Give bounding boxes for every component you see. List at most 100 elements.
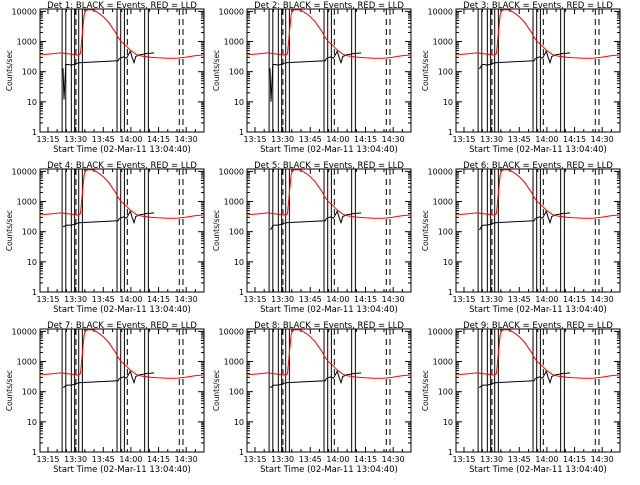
x-axis-label: Start Time (02-Mar-11 13:04:40) <box>469 305 607 315</box>
y-tick-label: 10000 <box>12 327 37 336</box>
y-tick-label: 1000 <box>224 358 244 367</box>
y-tick-label: 10 <box>443 418 453 427</box>
y-tick-label: 10 <box>27 258 37 267</box>
x-tick-label: 14:15 <box>563 295 586 304</box>
y-tick-label: 1 <box>448 288 453 297</box>
y-tick-label: 1 <box>32 288 37 297</box>
y-tick-label: 1 <box>239 448 244 457</box>
x-tick-label: 14:15 <box>147 295 170 304</box>
x-tick-label: 13:45 <box>92 135 115 144</box>
x-tick-label: 14:15 <box>354 455 377 464</box>
y-axis-label: Counts/sec <box>5 50 14 91</box>
x-tick-label: 13:45 <box>508 295 531 304</box>
x-tick-label: 14:15 <box>147 455 170 464</box>
y-tick-label: 10000 <box>219 7 244 16</box>
y-tick-label: 10 <box>27 98 37 107</box>
detector-panel-4: 1 10 100 1000 10000 13:15 13:30 13:45 14:00 14:15… <box>5 161 205 315</box>
y-axis-label: Counts/sec <box>421 370 430 411</box>
panel-title: Det 9: BLACK = Events, RED = LLD <box>463 321 613 331</box>
x-tick-label: 14:00 <box>119 135 142 144</box>
x-axis-label: Start Time (02-Mar-11 13:04:40) <box>53 305 191 315</box>
y-axis-label: Counts/sec <box>212 210 221 251</box>
x-axis-label: Start Time (02-Mar-11 13:04:40) <box>260 305 398 315</box>
detector-panel-1: 1 10 100 1000 10000 13:15 13:30 13:45 14:00 14:15… <box>5 1 205 155</box>
x-tick-label: 13:45 <box>299 295 322 304</box>
y-tick-label: 1 <box>239 128 244 137</box>
y-tick-label: 1 <box>32 128 37 137</box>
events-series-line <box>479 209 571 230</box>
x-tick-label: 13:30 <box>64 295 87 304</box>
y-axis-label: Counts/sec <box>421 50 430 91</box>
y-tick-label: 100 <box>229 388 244 397</box>
y-axis-label: Counts/sec <box>212 50 221 91</box>
detector-panel-3: 1 10 100 1000 10000 13:15 13:30 13:45 14:00 14:15… <box>421 1 621 155</box>
y-tick-label: 10 <box>443 98 453 107</box>
detector-panel-5: 1 10 100 1000 10000 13:15 13:30 13:45 14:00 14:15… <box>212 161 412 315</box>
y-tick-label: 1 <box>239 288 244 297</box>
y-tick-label: 10 <box>27 418 37 427</box>
y-tick-label: 10000 <box>428 327 453 336</box>
y-tick-label: 1000 <box>224 198 244 207</box>
y-tick-label: 1 <box>32 448 37 457</box>
x-tick-label: 14:15 <box>563 455 586 464</box>
detector-panel-7: 1 10 100 1000 10000 13:15 13:30 13:45 14:00 14:15… <box>5 321 205 475</box>
x-tick-label: 14:15 <box>354 295 377 304</box>
x-tick-label: 14:30 <box>382 295 405 304</box>
y-tick-label: 1000 <box>17 198 37 207</box>
x-tick-label: 13:15 <box>36 455 59 464</box>
x-tick-label: 13:45 <box>299 455 322 464</box>
lld-series-line <box>40 9 205 59</box>
x-tick-label: 14:30 <box>382 455 405 464</box>
panel-title: Det 4: BLACK = Events, RED = LLD <box>47 161 197 171</box>
y-axis-label: Counts/sec <box>5 210 14 251</box>
x-tick-label: 13:15 <box>36 295 59 304</box>
x-tick-label: 14:30 <box>591 135 614 144</box>
x-tick-label: 13:30 <box>64 455 87 464</box>
x-axis-label: Start Time (02-Mar-11 13:04:40) <box>469 465 607 475</box>
y-tick-label: 10000 <box>12 167 37 176</box>
y-tick-label: 10000 <box>428 7 453 16</box>
y-tick-label: 10 <box>234 258 244 267</box>
panel-title: Det 3: BLACK = Events, RED = LLD <box>463 1 613 11</box>
lld-series-line <box>40 329 205 379</box>
panel-title: Det 6: BLACK = Events, RED = LLD <box>463 161 613 171</box>
lld-series-line <box>40 169 205 219</box>
y-tick-label: 100 <box>438 388 453 397</box>
x-axis-label: Start Time (02-Mar-11 13:04:40) <box>469 145 607 155</box>
x-tick-label: 14:30 <box>382 135 405 144</box>
lld-series-line <box>247 329 412 379</box>
x-tick-label: 13:30 <box>480 455 503 464</box>
events-series-line <box>63 369 155 388</box>
y-axis-label: Counts/sec <box>421 210 430 251</box>
panel-title: Det 7: BLACK = Events, RED = LLD <box>47 321 197 331</box>
x-tick-label: 14:30 <box>175 295 198 304</box>
x-tick-label: 13:30 <box>271 455 294 464</box>
events-series-line <box>63 209 155 227</box>
y-tick-label: 1000 <box>17 38 37 47</box>
y-tick-label: 100 <box>229 68 244 77</box>
x-axis-label: Start Time (02-Mar-11 13:04:40) <box>260 465 398 475</box>
events-series-line <box>269 49 362 102</box>
y-tick-label: 1 <box>448 448 453 457</box>
y-tick-label: 10000 <box>219 327 244 336</box>
panel-title: Det 5: BLACK = Events, RED = LLD <box>254 161 404 171</box>
lld-series-line <box>247 9 412 59</box>
x-tick-label: 13:30 <box>271 135 294 144</box>
x-tick-label: 14:30 <box>591 295 614 304</box>
detector-panel-9: 1 10 100 1000 10000 13:15 13:30 13:45 14:00 14:15… <box>421 321 621 475</box>
lld-series-line <box>247 169 412 219</box>
x-tick-label: 14:30 <box>591 455 614 464</box>
x-axis-label: Start Time (02-Mar-11 13:04:40) <box>53 145 191 155</box>
y-tick-label: 100 <box>22 228 37 237</box>
y-tick-label: 1 <box>448 128 453 137</box>
x-tick-label: 14:15 <box>147 135 170 144</box>
x-tick-label: 13:30 <box>480 295 503 304</box>
x-tick-label: 13:15 <box>452 455 475 464</box>
y-tick-label: 1000 <box>433 358 453 367</box>
lld-series-line <box>456 169 621 219</box>
y-axis-label: Counts/sec <box>212 370 221 411</box>
y-tick-label: 10 <box>234 98 244 107</box>
panel-title: Det 2: BLACK = Events, RED = LLD <box>254 1 404 11</box>
x-tick-label: 14:00 <box>326 295 349 304</box>
